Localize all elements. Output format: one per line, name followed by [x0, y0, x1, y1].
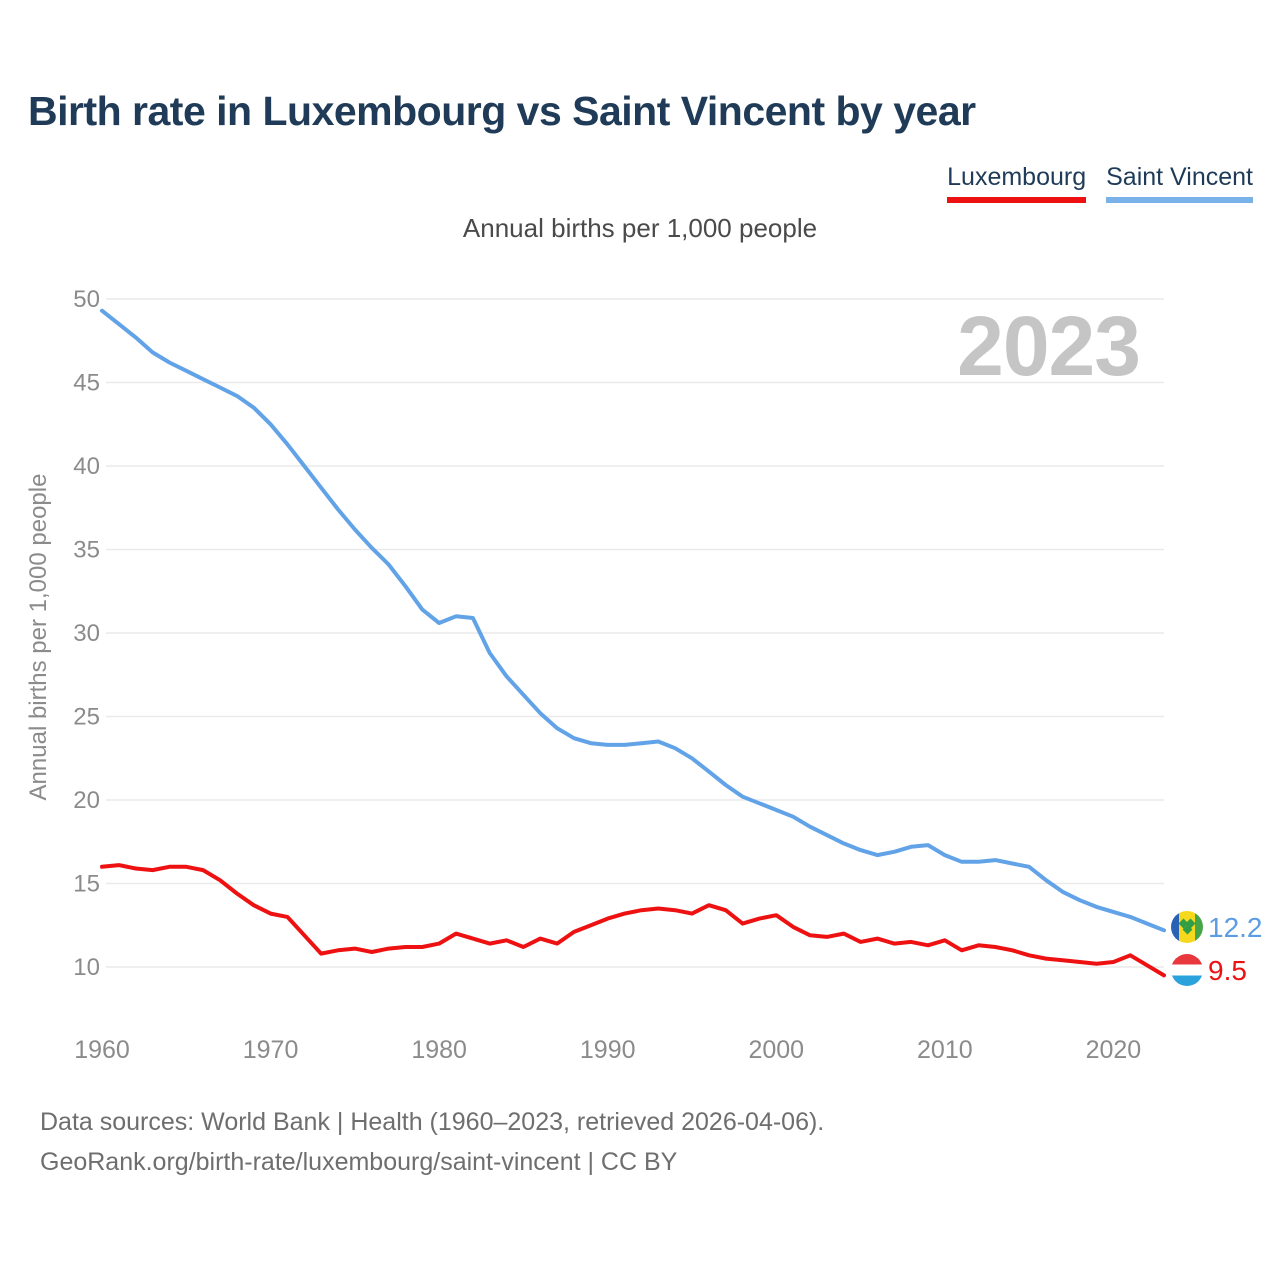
data-source-footer: Data sources: World Bank | Health (1960–…: [40, 1102, 824, 1182]
y-tick-label-50: 50: [73, 286, 100, 313]
x-tick-label-1970: 1970: [243, 1036, 299, 1064]
saint-vincent-end-value: 12.2: [1208, 912, 1263, 943]
chart-subtitle: Annual births per 1,000 people: [462, 213, 818, 243]
y-tick-label-15: 15: [73, 871, 100, 898]
series-line-saint-vincent: [100, 308, 1166, 933]
legend: Luxembourg Saint Vincent: [927, 163, 1253, 203]
page-title: Birth rate in Luxembourg vs Saint Vincen…: [28, 88, 976, 134]
legend-item-luxembourg[interactable]: Luxembourg: [947, 163, 1087, 203]
luxembourg-end-value: 9.5: [1208, 955, 1247, 986]
y-tick-label-40: 40: [73, 453, 100, 480]
saint-vincent-flag-icon: [1171, 911, 1203, 943]
x-tick-label-2010: 2010: [917, 1036, 973, 1064]
y-tick-label-30: 30: [73, 620, 100, 647]
luxembourg-flag-icon: [1171, 954, 1203, 986]
year-watermark: 2023: [957, 299, 1141, 393]
footer-sources-line: Data sources: World Bank | Health (1960–…: [40, 1108, 825, 1136]
y-tick-label-10: 10: [73, 954, 100, 981]
y-tick-label-25: 25: [73, 704, 100, 731]
y-tick-label-20: 20: [73, 787, 100, 814]
y-tick-label-45: 45: [73, 370, 100, 397]
x-tick-label-2000: 2000: [748, 1036, 804, 1064]
footer-attribution-line: GeoRank.org/birth-rate/luxembourg/saint-…: [40, 1148, 678, 1176]
x-tick-label-1990: 1990: [580, 1036, 636, 1064]
x-tick-label-1980: 1980: [411, 1036, 467, 1064]
legend-item-saint-vincent[interactable]: Saint Vincent: [1106, 163, 1253, 203]
x-tick-label-2020: 2020: [1086, 1036, 1142, 1064]
y-tick-label-35: 35: [73, 537, 100, 564]
x-tick-label-1960: 1960: [74, 1036, 130, 1064]
y-axis-title: Annual births per 1,000 people: [25, 474, 52, 801]
series-line-luxembourg: [100, 863, 1166, 978]
